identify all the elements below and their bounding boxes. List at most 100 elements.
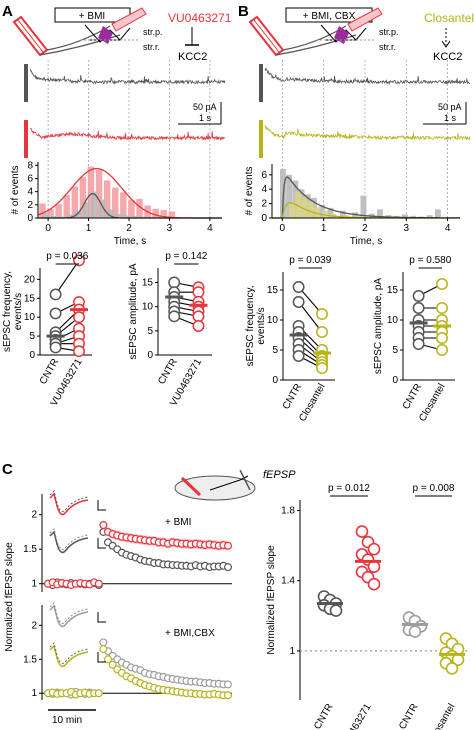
layer-2-a: str.r. <box>143 42 160 52</box>
B-freq-point-drug <box>316 308 328 320</box>
A-amp-point-drug <box>192 286 205 299</box>
B-hist-y-label: # of events <box>244 167 255 216</box>
B-hist-bar <box>322 210 329 218</box>
B-freq-point-cntr <box>292 350 305 362</box>
A-freq-point-cntr <box>49 307 62 320</box>
A-hist-bar <box>66 214 74 218</box>
A-freq-y-label: events/s <box>13 293 24 330</box>
B-hist-x-tick-label: 3 <box>404 223 410 234</box>
C-summary-y-tick-label: 1.8 <box>281 506 295 517</box>
c-bottom-label: + BMI,CBX <box>165 628 215 639</box>
A-freq-y-tick-label: 20 <box>24 274 36 285</box>
C-time-bmi-point <box>94 579 103 588</box>
dendrite-b <box>320 24 367 43</box>
current-trace <box>29 127 226 142</box>
A-freq-point-drug <box>73 254 85 267</box>
fepsp-inset-trace-dashed <box>49 642 89 664</box>
A-hist-bar <box>47 208 54 218</box>
A-hist-bar <box>90 191 98 218</box>
B-hist-x-tick-label: 0 <box>280 223 286 234</box>
A-amp-y-label: sEPSC amplitude, pA <box>128 263 139 359</box>
A-hist-y-tick-label: 2 <box>27 200 33 211</box>
neuron-axon-b <box>253 19 280 53</box>
A-hist-bar <box>79 177 87 218</box>
c-top-label: + BMI <box>165 517 191 528</box>
A-amp-point-drug <box>192 310 205 323</box>
B-hist-bar <box>295 192 302 218</box>
B-hist-bar <box>286 174 293 218</box>
B-amp-p-value: p = 0.580 <box>409 255 451 266</box>
B-hist-y-tick-label: 4 <box>261 184 267 195</box>
B-hist-y-tick-label: 6 <box>261 170 267 181</box>
stim-artifact-b-olive <box>259 120 263 158</box>
A-hist-bar <box>115 214 122 218</box>
drug-label-a: VU0463271 <box>168 11 232 25</box>
B-hist-bar <box>426 215 433 218</box>
fepsp-inset-trace-dashed <box>49 490 89 512</box>
A-hist-bar <box>42 212 49 218</box>
panel-letter-c: C <box>2 461 13 478</box>
A-hist-bar <box>50 216 58 218</box>
C-time-cbx-y-tick-label: 2 <box>31 620 37 631</box>
fiber-c <box>209 475 249 491</box>
A-hist-y-tick-label: 4 <box>27 187 33 198</box>
c-left-y-label: Normalized fEPSP slope <box>4 542 15 652</box>
C-summary-point <box>367 542 381 556</box>
B-freq-pair-line <box>298 301 323 333</box>
B-freq-point-drug <box>316 362 328 374</box>
A-hist-x-tick-label: 0 <box>45 223 51 234</box>
C-time-cbx-y-tick-label: 1 <box>31 688 37 699</box>
current-traces <box>24 60 471 218</box>
B-freq-point-drug <box>316 326 328 338</box>
A-freq-pair-line <box>55 260 80 295</box>
A-hist-bar <box>58 216 66 218</box>
B-freq-point-cntr <box>292 296 305 308</box>
fepsp-inset-trace <box>49 604 89 628</box>
C-summary-point <box>367 577 381 591</box>
A-amp-y-tick-label: 0 <box>147 350 153 361</box>
A-amp-point-cntr <box>168 310 181 323</box>
C-summary-cat-label: CNTR <box>397 702 420 730</box>
C-summary-p-value: p = 0.012 <box>328 483 370 494</box>
A-hist-y-tick-label: 0 <box>27 213 33 224</box>
C-time-cbx-y-tick-label: 1.5 <box>23 654 37 665</box>
C-summary-y-tick-label: 1.4 <box>281 576 295 587</box>
fepsp-inset-scale <box>97 612 106 623</box>
B-amp-point-cntr <box>412 290 425 302</box>
B-freq-p-value: p = 0.039 <box>289 255 331 266</box>
C-time-bmi-y-tick-label: 1 <box>31 579 37 590</box>
target-a: KCC2 <box>178 51 207 63</box>
B-amp-y-label: sEPSC amplitude, pA <box>373 278 384 374</box>
B-hist-x-tick-label: 1 <box>321 223 327 234</box>
scale-bar-a-time: 1 s <box>199 113 212 123</box>
A-hist-x-label: Time, s <box>114 236 146 247</box>
C-summary-point <box>355 525 369 538</box>
A-freq-p-value: p = 0.036 <box>46 251 88 262</box>
dendrite-a <box>84 24 131 43</box>
A-freq-point-drug <box>73 345 85 358</box>
stim-artifact-a-red <box>24 120 28 158</box>
A-amp-p-value: p = 0.142 <box>165 251 207 262</box>
A-hist-bar <box>107 209 114 218</box>
current-trace <box>29 69 226 85</box>
C-time-cbx-point <box>103 655 112 664</box>
C-time-bmi-point <box>224 541 233 550</box>
A-freq-point-cntr <box>49 341 62 354</box>
C-time-cbx-point <box>94 689 103 698</box>
A-hist-bar <box>139 216 146 218</box>
A-hist-y-tick-label: 6 <box>27 173 33 184</box>
B-freq-pair-line <box>298 286 323 315</box>
A-hist-x-tick-label: 1 <box>86 223 92 234</box>
B-hist-bar <box>377 209 383 218</box>
C-time-cbx-point <box>99 645 108 654</box>
A-hist-plot: 0 1 2 3 4 0 2 4 6 8 Time, s # of events <box>10 160 222 247</box>
A-hist-bar <box>128 199 135 218</box>
A-freq-point-drug <box>73 311 85 324</box>
C-summary-point <box>445 662 459 675</box>
A-freq-y-tick-label: 15 <box>24 293 36 304</box>
B-hist-bar <box>339 210 346 218</box>
